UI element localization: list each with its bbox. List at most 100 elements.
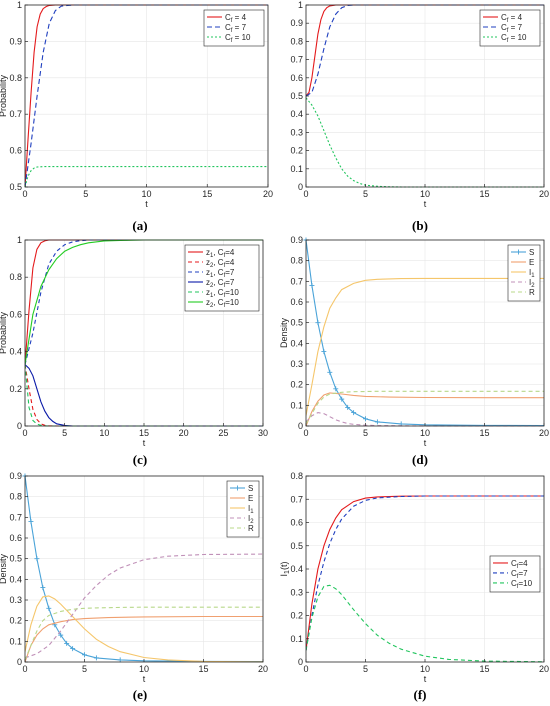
x-tick-label: 20 (539, 664, 549, 674)
panel-caption: (b) (412, 218, 428, 233)
series-marker (363, 416, 368, 422)
y-tick-label: 0.9 (290, 18, 303, 28)
panel-caption: (c) (133, 452, 147, 467)
legend-label: I1 (248, 504, 254, 515)
x-tick-label: 5 (363, 189, 368, 199)
y-tick-label: 0.1 (290, 400, 303, 410)
legend-label: z1, Cf=4 (206, 248, 235, 259)
series-line-5 (25, 606, 263, 661)
series-marker (34, 556, 40, 562)
y-tick-label: 0.3 (290, 359, 303, 369)
x-tick-label: 5 (363, 664, 368, 674)
legend-label: S (529, 248, 534, 257)
legend-marker (516, 249, 521, 255)
legend-box (489, 555, 541, 593)
x-tick-label: 0 (22, 664, 27, 674)
y-tick-label: 1 (17, 235, 22, 245)
legend-marker (235, 485, 240, 491)
y-tick-label: 0.8 (9, 272, 22, 282)
y-tick-label: 0.7 (290, 276, 303, 286)
x-tick-label: 10 (420, 428, 430, 438)
y-tick-label: 0.5 (9, 554, 22, 564)
y-tick-label: 0.1 (9, 636, 22, 646)
series-line-2 (306, 392, 544, 427)
series-marker (327, 369, 333, 375)
y-tick-label: 0 (17, 657, 22, 667)
series-marker (70, 646, 76, 652)
x-tick-label: 5 (83, 189, 88, 199)
y-tick-label: 0.9 (9, 36, 22, 46)
legend-box (203, 9, 265, 47)
y-tick-label: 0.6 (9, 533, 22, 543)
chart-panel-2: 0 5 10 15 20 0 0.1 0.2 0.3 0.4 0.5 0.6 0.7 0.8 0.9 1 t Cf… (290, 0, 549, 233)
y-tick-label: 0.4 (9, 574, 22, 584)
y-tick-label: 0.9 (290, 235, 303, 245)
series-line-3 (306, 584, 544, 663)
y-tick-label: 0.8 (9, 73, 22, 83)
legend-label: R (529, 288, 535, 297)
y-tick-label: 0.1 (290, 634, 303, 644)
panel-caption: (e) (133, 687, 147, 702)
legend-label: R (248, 524, 254, 533)
x-tick-label: 15 (202, 189, 212, 199)
legend-label: z2, Cf=4 (206, 258, 235, 269)
x-tick-label: 10 (420, 189, 430, 199)
x-axis-label: t (145, 199, 148, 209)
y-tick-label: 0.6 (9, 146, 22, 156)
x-axis-label: t (424, 199, 427, 209)
series-marker (82, 652, 87, 658)
y-axis-label: Probability (0, 74, 8, 117)
series-line-2 (25, 615, 263, 663)
y-tick-label: 0.5 (290, 318, 303, 328)
y-tick-label: 0.5 (290, 541, 303, 551)
y-tick-label: 0.1 (290, 164, 303, 174)
series-marker (333, 386, 339, 392)
legend-label: Cf=7 (511, 569, 528, 580)
y-tick-label: 0.7 (9, 109, 22, 119)
y-tick-label: 0.6 (290, 73, 303, 83)
legend-label: S (248, 484, 253, 493)
series-marker (309, 282, 315, 288)
series-line-2 (25, 364, 263, 427)
panel-caption: (f) (414, 687, 427, 702)
legend-label: z1, Cf=7 (206, 268, 235, 279)
chart-panel-3: 0 5 10 15 20 25 30 0 0.2 0.4 0.6 0.8 1 t Probability z1… (0, 235, 268, 467)
chart-panel-1: 0 5 10 15 20 0.5 0.6 0.7 0.8 0.9 1 t Probability Cf =… (0, 0, 273, 233)
series-marker (117, 657, 123, 663)
x-tick-label: 20 (258, 664, 268, 674)
y-tick-label: 0.4 (290, 338, 303, 348)
panel-caption: (a) (132, 218, 147, 233)
y-axis-label: Probability (0, 311, 8, 354)
x-tick-label: 15 (479, 189, 489, 199)
x-axis-label: t (143, 674, 146, 684)
series-marker (28, 518, 34, 524)
series-line-3 (25, 595, 263, 663)
y-tick-label: 0.3 (290, 587, 303, 597)
x-tick-label: 20 (263, 189, 273, 199)
x-tick-label: 15 (139, 428, 149, 438)
x-axis-label: t (143, 438, 146, 448)
chart-panel-6: 0 5 10 15 20 0 0.1 0.2 0.3 0.4 0.5 0.6 0.7 0.8 t I1(t) C… (279, 471, 549, 702)
y-tick-label: 0.4 (9, 347, 22, 357)
x-tick-label: 20 (539, 428, 549, 438)
legend-label: Cf = 4 (225, 13, 247, 24)
legend-label: Cf=4 (511, 559, 528, 570)
y-tick-label: 0 (17, 421, 22, 431)
y-tick-label: 0.7 (290, 494, 303, 504)
series-marker (339, 396, 345, 402)
y-tick-label: 0.6 (9, 309, 22, 319)
x-tick-label: 30 (258, 428, 268, 438)
series-line-5 (306, 390, 544, 425)
legend-label: Cf = 10 (225, 33, 251, 44)
x-tick-label: 10 (99, 428, 109, 438)
x-tick-label: 0 (22, 189, 27, 199)
y-tick-label: 0 (298, 182, 303, 192)
x-tick-label: 10 (139, 664, 149, 674)
y-tick-label: 0.3 (290, 127, 303, 137)
x-tick-label: 25 (218, 428, 228, 438)
legend-box (226, 480, 260, 538)
chart-panel-4: 0 5 10 15 20 0 0.1 0.2 0.3 0.4 0.5 0.6 0.7 0.8 0.9 t Den… (279, 235, 549, 467)
x-axis-label: t (424, 674, 427, 684)
x-tick-label: 0 (303, 189, 308, 199)
